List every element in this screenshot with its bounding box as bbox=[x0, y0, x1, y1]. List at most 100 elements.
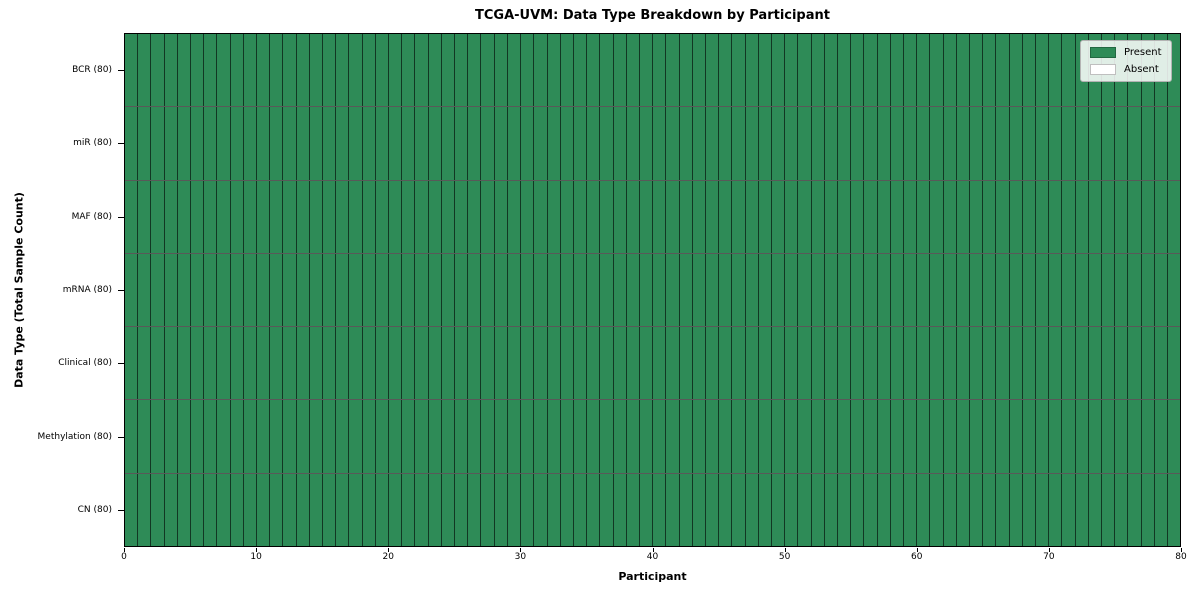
heatmap-cell bbox=[1061, 473, 1075, 546]
heatmap-cell bbox=[414, 34, 428, 107]
heatmap-cell bbox=[1074, 327, 1088, 400]
heatmap-cell bbox=[586, 253, 600, 327]
heatmap-cell bbox=[586, 180, 600, 253]
heatmap-cell bbox=[454, 180, 468, 253]
heatmap-cell bbox=[137, 400, 151, 473]
heatmap-cell bbox=[889, 34, 903, 107]
heatmap-cell bbox=[1140, 327, 1154, 400]
heatmap-cell bbox=[163, 327, 177, 400]
y-tick-label: miR (80) bbox=[73, 138, 112, 149]
x-tick-mark bbox=[652, 548, 654, 552]
heatmap-cell bbox=[797, 34, 811, 107]
y-tick-mark bbox=[118, 143, 124, 145]
y-tick-mark bbox=[118, 363, 124, 365]
heatmap-cell bbox=[467, 180, 481, 253]
heatmap-cell bbox=[493, 180, 507, 253]
heatmap-cell bbox=[942, 473, 956, 546]
x-tick-label: 80 bbox=[1175, 552, 1187, 562]
heatmap-cell bbox=[229, 327, 243, 400]
heatmap-cell bbox=[625, 327, 639, 400]
heatmap-cell bbox=[902, 180, 917, 253]
heatmap-cell bbox=[810, 400, 824, 473]
heatmap-cell bbox=[150, 253, 164, 327]
heatmap-cell bbox=[1048, 107, 1062, 180]
heatmap-cell bbox=[731, 107, 745, 180]
legend: Present Absent bbox=[1080, 40, 1172, 82]
heatmap-cell bbox=[586, 473, 600, 546]
y-tick-label: Clinical (80) bbox=[58, 358, 112, 369]
heatmap-cell bbox=[229, 107, 243, 180]
heatmap-cell bbox=[863, 473, 877, 546]
heatmap-cell bbox=[322, 34, 336, 107]
heatmap-cell bbox=[1008, 34, 1022, 107]
heatmap-cell bbox=[638, 34, 653, 107]
heatmap-cell bbox=[414, 180, 428, 253]
heatmap-cell bbox=[125, 253, 138, 327]
heatmap-cell bbox=[480, 400, 494, 473]
heatmap-cell bbox=[850, 473, 864, 546]
heatmap-cell bbox=[533, 253, 547, 327]
x-tick-label: 40 bbox=[646, 552, 659, 562]
heatmap-cell bbox=[1035, 327, 1049, 400]
heatmap-cell bbox=[190, 327, 204, 400]
heatmap-cell bbox=[361, 473, 375, 546]
heatmap-cell bbox=[836, 400, 851, 473]
heatmap-cell bbox=[942, 253, 956, 327]
x-axis-label: Participant bbox=[618, 570, 687, 583]
heatmap-cell bbox=[757, 327, 771, 400]
heatmap-cell bbox=[374, 107, 389, 180]
heatmap-cell bbox=[520, 107, 534, 180]
heatmap-cell bbox=[1140, 473, 1154, 546]
heatmap-cell bbox=[718, 253, 732, 327]
y-tick-mark bbox=[118, 510, 124, 512]
heatmap-cell bbox=[176, 107, 191, 180]
heatmap-cell bbox=[440, 107, 455, 180]
heatmap-cell bbox=[480, 253, 494, 327]
heatmap-cell bbox=[361, 34, 375, 107]
heatmap-cell bbox=[1140, 107, 1154, 180]
heatmap-cell bbox=[863, 253, 877, 327]
heatmap-cell bbox=[203, 400, 217, 473]
heatmap-cell bbox=[731, 253, 745, 327]
heatmap-cell bbox=[757, 180, 771, 253]
heatmap-cell bbox=[256, 327, 270, 400]
heatmap-cell bbox=[770, 327, 785, 400]
heatmap-cell bbox=[982, 34, 996, 107]
heatmap-cell bbox=[691, 473, 705, 546]
heatmap-cell bbox=[625, 34, 639, 107]
heatmap-cell bbox=[665, 34, 679, 107]
heatmap-cell bbox=[704, 473, 719, 546]
heatmap-cell bbox=[282, 327, 296, 400]
heatmap-cell bbox=[916, 180, 930, 253]
heatmap-cell bbox=[744, 400, 758, 473]
heatmap-cell bbox=[929, 473, 943, 546]
heatmap-cell bbox=[810, 253, 824, 327]
heatmap-cell bbox=[427, 34, 441, 107]
heatmap-cell bbox=[480, 34, 494, 107]
heatmap-cell bbox=[625, 107, 639, 180]
heatmap-cell bbox=[295, 107, 309, 180]
heatmap-cell bbox=[176, 253, 191, 327]
heatmap-cell bbox=[520, 327, 534, 400]
heatmap-cell bbox=[784, 327, 798, 400]
heatmap-cell bbox=[308, 327, 323, 400]
heatmap-cell bbox=[586, 327, 600, 400]
heatmap-cell bbox=[229, 473, 243, 546]
heatmap-cell bbox=[348, 400, 362, 473]
heatmap-cell bbox=[520, 400, 534, 473]
heatmap-cell bbox=[480, 473, 494, 546]
heatmap-cell bbox=[216, 400, 230, 473]
heatmap-cell bbox=[533, 34, 547, 107]
heatmap-cell bbox=[348, 327, 362, 400]
heatmap-cell bbox=[929, 107, 943, 180]
heatmap-cell bbox=[295, 180, 309, 253]
heatmap-cell bbox=[586, 34, 600, 107]
heatmap-cell bbox=[836, 180, 851, 253]
heatmap-cell bbox=[467, 327, 481, 400]
heatmap-cell bbox=[256, 473, 270, 546]
heatmap-cell bbox=[361, 253, 375, 327]
heatmap-cell bbox=[546, 34, 560, 107]
heatmap-cell bbox=[229, 180, 243, 253]
heatmap-cell bbox=[1127, 327, 1141, 400]
heatmap-cell bbox=[1035, 34, 1049, 107]
